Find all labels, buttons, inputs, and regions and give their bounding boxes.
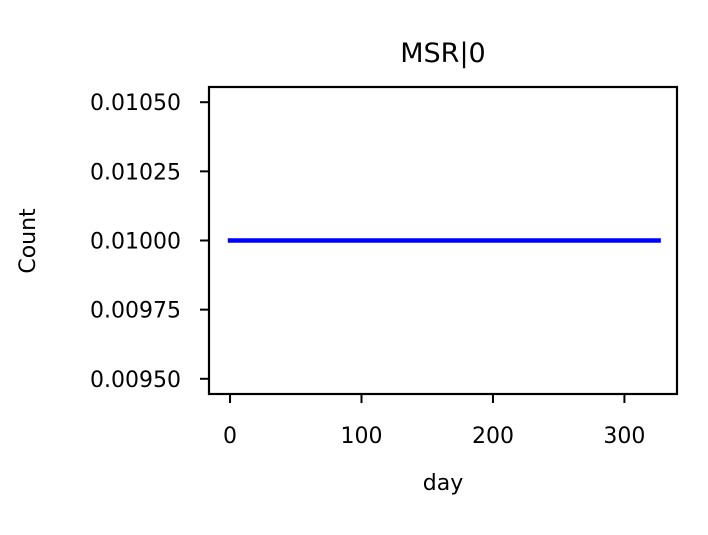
- y-tick-label: 0.01050: [90, 91, 181, 116]
- x-tick-label: 300: [603, 424, 645, 449]
- x-tick-label: 100: [340, 424, 382, 449]
- y-tick-label: 0.01000: [90, 230, 181, 255]
- y-axis-label: Count: [16, 208, 41, 274]
- x-tick-label: 200: [472, 424, 514, 449]
- y-tick-label: 0.01025: [90, 160, 181, 185]
- y-tick-label: 0.00975: [90, 299, 181, 324]
- axes-layer: 0 100 200 300 0.00950 0.00975 0.01000 0.01025 0.…: [90, 85, 679, 449]
- x-tick-label: 0: [223, 424, 237, 449]
- chart-title: MSR|0: [400, 38, 485, 69]
- x-axis-label: day: [423, 471, 463, 496]
- y-tick-label: 0.00950: [90, 368, 181, 393]
